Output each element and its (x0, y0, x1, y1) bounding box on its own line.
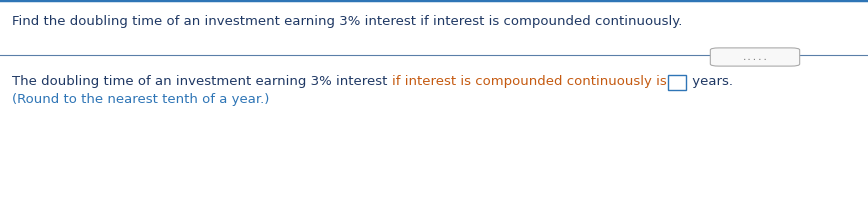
Text: (Round to the nearest tenth of a year.): (Round to the nearest tenth of a year.) (12, 93, 269, 107)
Text: Find the doubling time of an investment earning 3% interest if interest is compo: Find the doubling time of an investment … (12, 15, 682, 28)
Text: if interest is compounded continuously is: if interest is compounded continuously i… (391, 76, 667, 88)
Text: .....: ..... (741, 53, 768, 61)
Text: The doubling time of an investment earning 3% interest: The doubling time of an investment earni… (12, 76, 391, 88)
Text: years.: years. (688, 76, 733, 88)
